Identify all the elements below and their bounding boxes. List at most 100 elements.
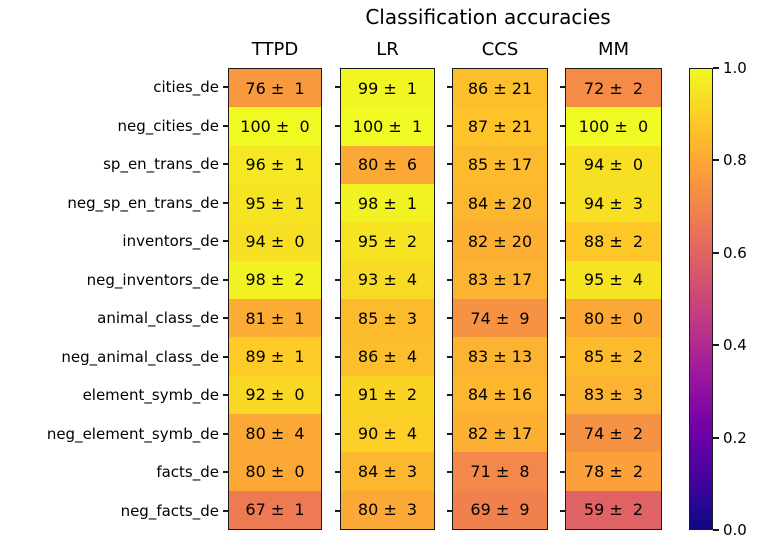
- heatmap-cell: 83 ± 3: [566, 375, 661, 414]
- y-axis-tick: [223, 355, 228, 358]
- heatmap-cell: 72 ± 2: [566, 69, 661, 108]
- heatmap-cell: 93 ± 4: [341, 260, 434, 299]
- colorbar-tick-label: 0.2: [723, 428, 747, 447]
- y-axis-tick: [447, 317, 452, 320]
- y-axis-tick: [447, 432, 452, 435]
- column-header-ccs: CCS: [481, 39, 519, 60]
- colorbar-tick: [713, 529, 719, 531]
- heatmap-cell: 69 ± 9: [453, 490, 547, 529]
- y-axis-tick: [223, 471, 228, 474]
- heatmap-cell: 71 ± 8: [453, 452, 547, 491]
- heatmap-cell: 84 ± 20: [453, 183, 547, 223]
- y-axis-tick: [335, 394, 340, 397]
- heatmap-cell: 84 ± 16: [453, 375, 547, 414]
- heatmap-cell: 100 ± 0: [229, 107, 321, 146]
- heatmap-cell: 83 ± 13: [453, 337, 547, 376]
- heatmap-cell: 74 ± 2: [566, 413, 661, 453]
- colorbar-tick: [713, 436, 719, 439]
- heatmap-cell: 80 ± 0: [229, 452, 321, 491]
- y-axis-tick: [223, 163, 228, 166]
- row-label: inventors_de: [122, 232, 219, 251]
- heatmap-cell: 100 ± 1: [341, 107, 434, 146]
- heatmap-cell: 81 ± 1: [229, 298, 321, 338]
- heatmap-cell: 82 ± 17: [453, 413, 547, 453]
- y-axis-tick: [560, 317, 565, 320]
- heatmap-cell: 85 ± 3: [341, 298, 434, 338]
- row-label: neg_element_symb_de: [46, 424, 219, 443]
- y-axis-tick: [560, 509, 565, 512]
- y-axis-tick: [447, 471, 452, 474]
- y-axis-tick: [335, 240, 340, 243]
- heatmap-cell: 74 ± 9: [453, 298, 547, 338]
- heatmap-column-lr: 99 ± 1 100 ± 1 80 ± 6 98 ± 1 95 ± 2 93 ± 4 85 …: [340, 68, 435, 530]
- row-label: neg_cities_de: [117, 116, 219, 135]
- heatmap-cell: 95 ± 1: [229, 183, 321, 223]
- y-axis-tick: [223, 240, 228, 243]
- colorbar-tick: [713, 159, 719, 162]
- y-axis-tick: [560, 471, 565, 474]
- y-axis-tick: [223, 432, 228, 435]
- row-label: element_symb_de: [82, 386, 219, 405]
- heatmap-cell: 80 ± 3: [341, 490, 434, 529]
- y-axis-tick: [223, 278, 228, 281]
- y-axis-tick: [223, 317, 228, 320]
- y-axis-tick: [335, 317, 340, 320]
- column-header-lr: LR: [376, 39, 399, 60]
- chart-title: Classification accuracies: [365, 5, 611, 29]
- heatmap-cell: 94 ± 0: [566, 145, 661, 184]
- heatmap-cell: 98 ± 2: [229, 260, 321, 299]
- y-axis-tick: [447, 86, 452, 89]
- heatmap-cell: 88 ± 2: [566, 222, 661, 261]
- column-header-mm: MM: [597, 39, 630, 60]
- heatmap-column-mm: 72 ± 2 100 ± 0 94 ± 0 94 ± 3 88 ± 2 95 ± 4 80 …: [565, 68, 662, 530]
- y-axis-tick: [560, 394, 565, 397]
- heatmap-cell: 83 ± 17: [453, 260, 547, 299]
- colorbar: [689, 68, 713, 530]
- heatmap-cell: 80 ± 6: [341, 145, 434, 184]
- heatmap-cell: 91 ± 2: [341, 375, 434, 414]
- heatmap-column-ccs: 86 ± 21 87 ± 21 85 ± 17 84 ± 20 82 ± 20 83 ± …: [452, 68, 548, 530]
- row-label: neg_animal_class_de: [61, 347, 219, 366]
- y-axis-tick: [560, 240, 565, 243]
- heatmap-cell: 89 ± 1: [229, 337, 321, 376]
- row-label: animal_class_de: [97, 309, 219, 328]
- heatmap-cell: 80 ± 0: [566, 298, 661, 338]
- heatmap-cell: 76 ± 1: [229, 69, 321, 108]
- y-axis-tick: [447, 163, 452, 166]
- heatmap-cell: 87 ± 21: [453, 107, 547, 146]
- y-axis-tick: [335, 163, 340, 166]
- y-axis-tick: [560, 355, 565, 358]
- y-axis-tick: [560, 278, 565, 281]
- y-axis-tick: [447, 124, 452, 127]
- heatmap-cell: 59 ± 2: [566, 490, 661, 529]
- heatmap-cell: 80 ± 4: [229, 413, 321, 453]
- y-axis-tick: [447, 278, 452, 281]
- y-axis-tick: [335, 86, 340, 89]
- row-label: facts_de: [156, 463, 219, 482]
- y-axis-tick: [447, 394, 452, 397]
- colorbar-tick-label: 0.4: [723, 336, 747, 355]
- y-axis-tick: [335, 509, 340, 512]
- heatmap-cell: 95 ± 4: [566, 260, 661, 299]
- heatmap-cell: 82 ± 20: [453, 222, 547, 261]
- row-label: cities_de: [153, 78, 219, 97]
- colorbar-tick-label: 0.6: [723, 243, 747, 262]
- heatmap-cell: 99 ± 1: [341, 69, 434, 108]
- y-axis-tick: [335, 355, 340, 358]
- heatmap-cell: 78 ± 2: [566, 452, 661, 491]
- heatmap-cell: 95 ± 2: [341, 222, 434, 261]
- heatmap-cell: 86 ± 4: [341, 337, 434, 376]
- heatmap-cell: 85 ± 2: [566, 337, 661, 376]
- y-axis-tick: [560, 201, 565, 204]
- colorbar-tick: [713, 251, 719, 254]
- y-axis-tick: [335, 471, 340, 474]
- y-axis-tick: [335, 124, 340, 127]
- y-axis-tick: [560, 86, 565, 89]
- heatmap-cell: 90 ± 4: [341, 413, 434, 453]
- colorbar-tick-label: 0.8: [723, 151, 747, 170]
- y-axis-tick: [447, 355, 452, 358]
- row-label: sp_en_trans_de: [103, 155, 219, 174]
- heatmap-cell: 85 ± 17: [453, 145, 547, 184]
- heatmap-column-ttpd: 76 ± 1 100 ± 0 96 ± 1 95 ± 1 94 ± 0 98 ± 2 81 …: [228, 68, 322, 530]
